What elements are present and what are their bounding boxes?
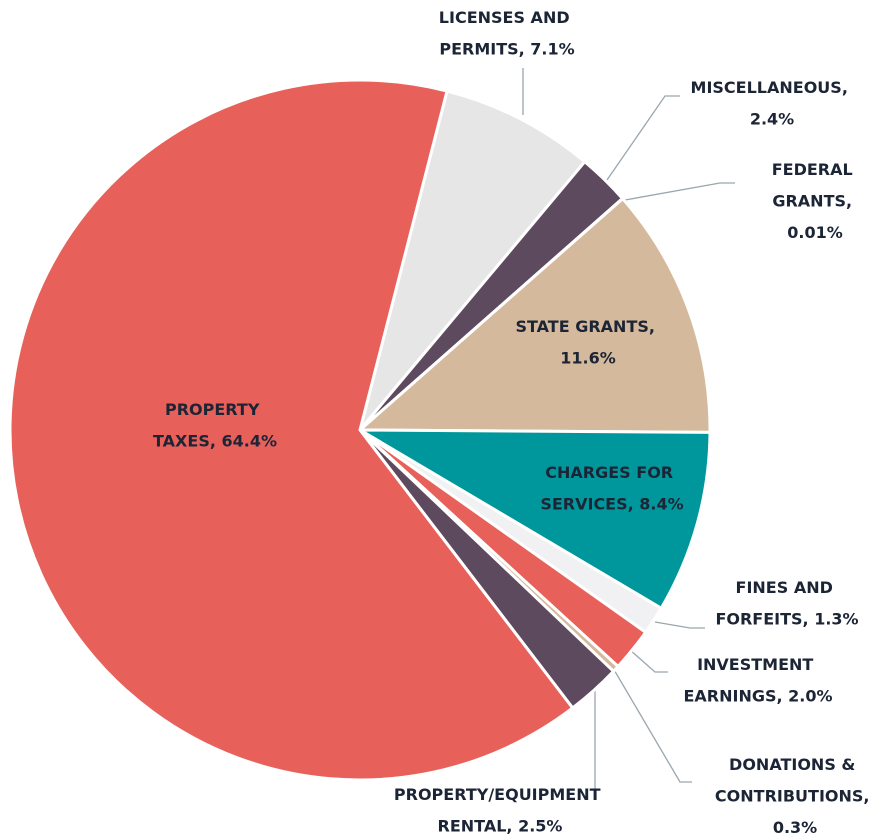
pie-slice bbox=[8, 78, 575, 782]
data-label: LICENSES AND PERMITS, 7.1% bbox=[439, 8, 575, 59]
leader-line bbox=[654, 621, 705, 629]
pie-slice bbox=[358, 89, 587, 431]
label-line: INVESTMENT bbox=[697, 655, 819, 674]
data-label: FINES AND FORFEITS, 1.3% bbox=[715, 578, 858, 629]
data-label: PROPERTY TAXES, 64.4% bbox=[153, 400, 277, 451]
label-line: 2.4% bbox=[750, 109, 794, 128]
data-label: CHARGES FOR SERVICES, 8.4% bbox=[540, 463, 683, 514]
leader-line bbox=[606, 95, 680, 181]
label-line: EARNINGS, 2.0% bbox=[683, 686, 832, 705]
label-line: FINES AND bbox=[736, 578, 839, 597]
label-line: PROPERTY/EQUIPMENT bbox=[394, 785, 606, 804]
label-line: LICENSES AND bbox=[439, 8, 575, 27]
slices bbox=[8, 78, 712, 782]
label-line: PROPERTY bbox=[165, 400, 265, 419]
label-line: FORFEITS, 1.3% bbox=[715, 609, 858, 628]
label-line: CHARGES FOR bbox=[545, 463, 678, 482]
pie-slice bbox=[356, 196, 712, 434]
leader-line bbox=[612, 667, 692, 783]
label-line: GRANTS, bbox=[772, 191, 857, 210]
data-label: PROPERTY/EQUIPMENT RENTAL, 2.5% bbox=[394, 785, 606, 836]
label-line: RENTAL, 2.5% bbox=[438, 816, 563, 835]
leader-line bbox=[629, 649, 668, 673]
label-line: 0.01% bbox=[787, 223, 843, 242]
label-line: FEDERAL bbox=[772, 160, 859, 179]
label-line: 0.3% bbox=[773, 818, 817, 837]
label-line: MISCELLANEOUS, bbox=[691, 78, 854, 97]
label-line: STATE GRANTS, bbox=[515, 317, 660, 336]
data-label: STATE GRANTS, 11.6% bbox=[515, 317, 660, 368]
leader-line bbox=[624, 182, 735, 201]
label-line: PERMITS, 7.1% bbox=[439, 39, 574, 58]
data-label: MISCELLANEOUS, 2.4% bbox=[691, 78, 854, 129]
data-label: INVESTMENT EARNINGS, 2.0% bbox=[683, 655, 832, 706]
data-label: FEDERAL GRANTS, 0.01% bbox=[772, 160, 859, 242]
label-line: SERVICES, 8.4% bbox=[540, 494, 683, 513]
label-line: DONATIONS & bbox=[729, 755, 861, 774]
data-label: DONATIONS & CONTRIBUTIONS, 0.3% bbox=[715, 755, 875, 837]
label-line: 11.6% bbox=[560, 348, 616, 367]
label-line: CONTRIBUTIONS, bbox=[715, 786, 875, 805]
pie-slice bbox=[354, 428, 712, 611]
label-line: TAXES, 64.4% bbox=[153, 431, 277, 450]
